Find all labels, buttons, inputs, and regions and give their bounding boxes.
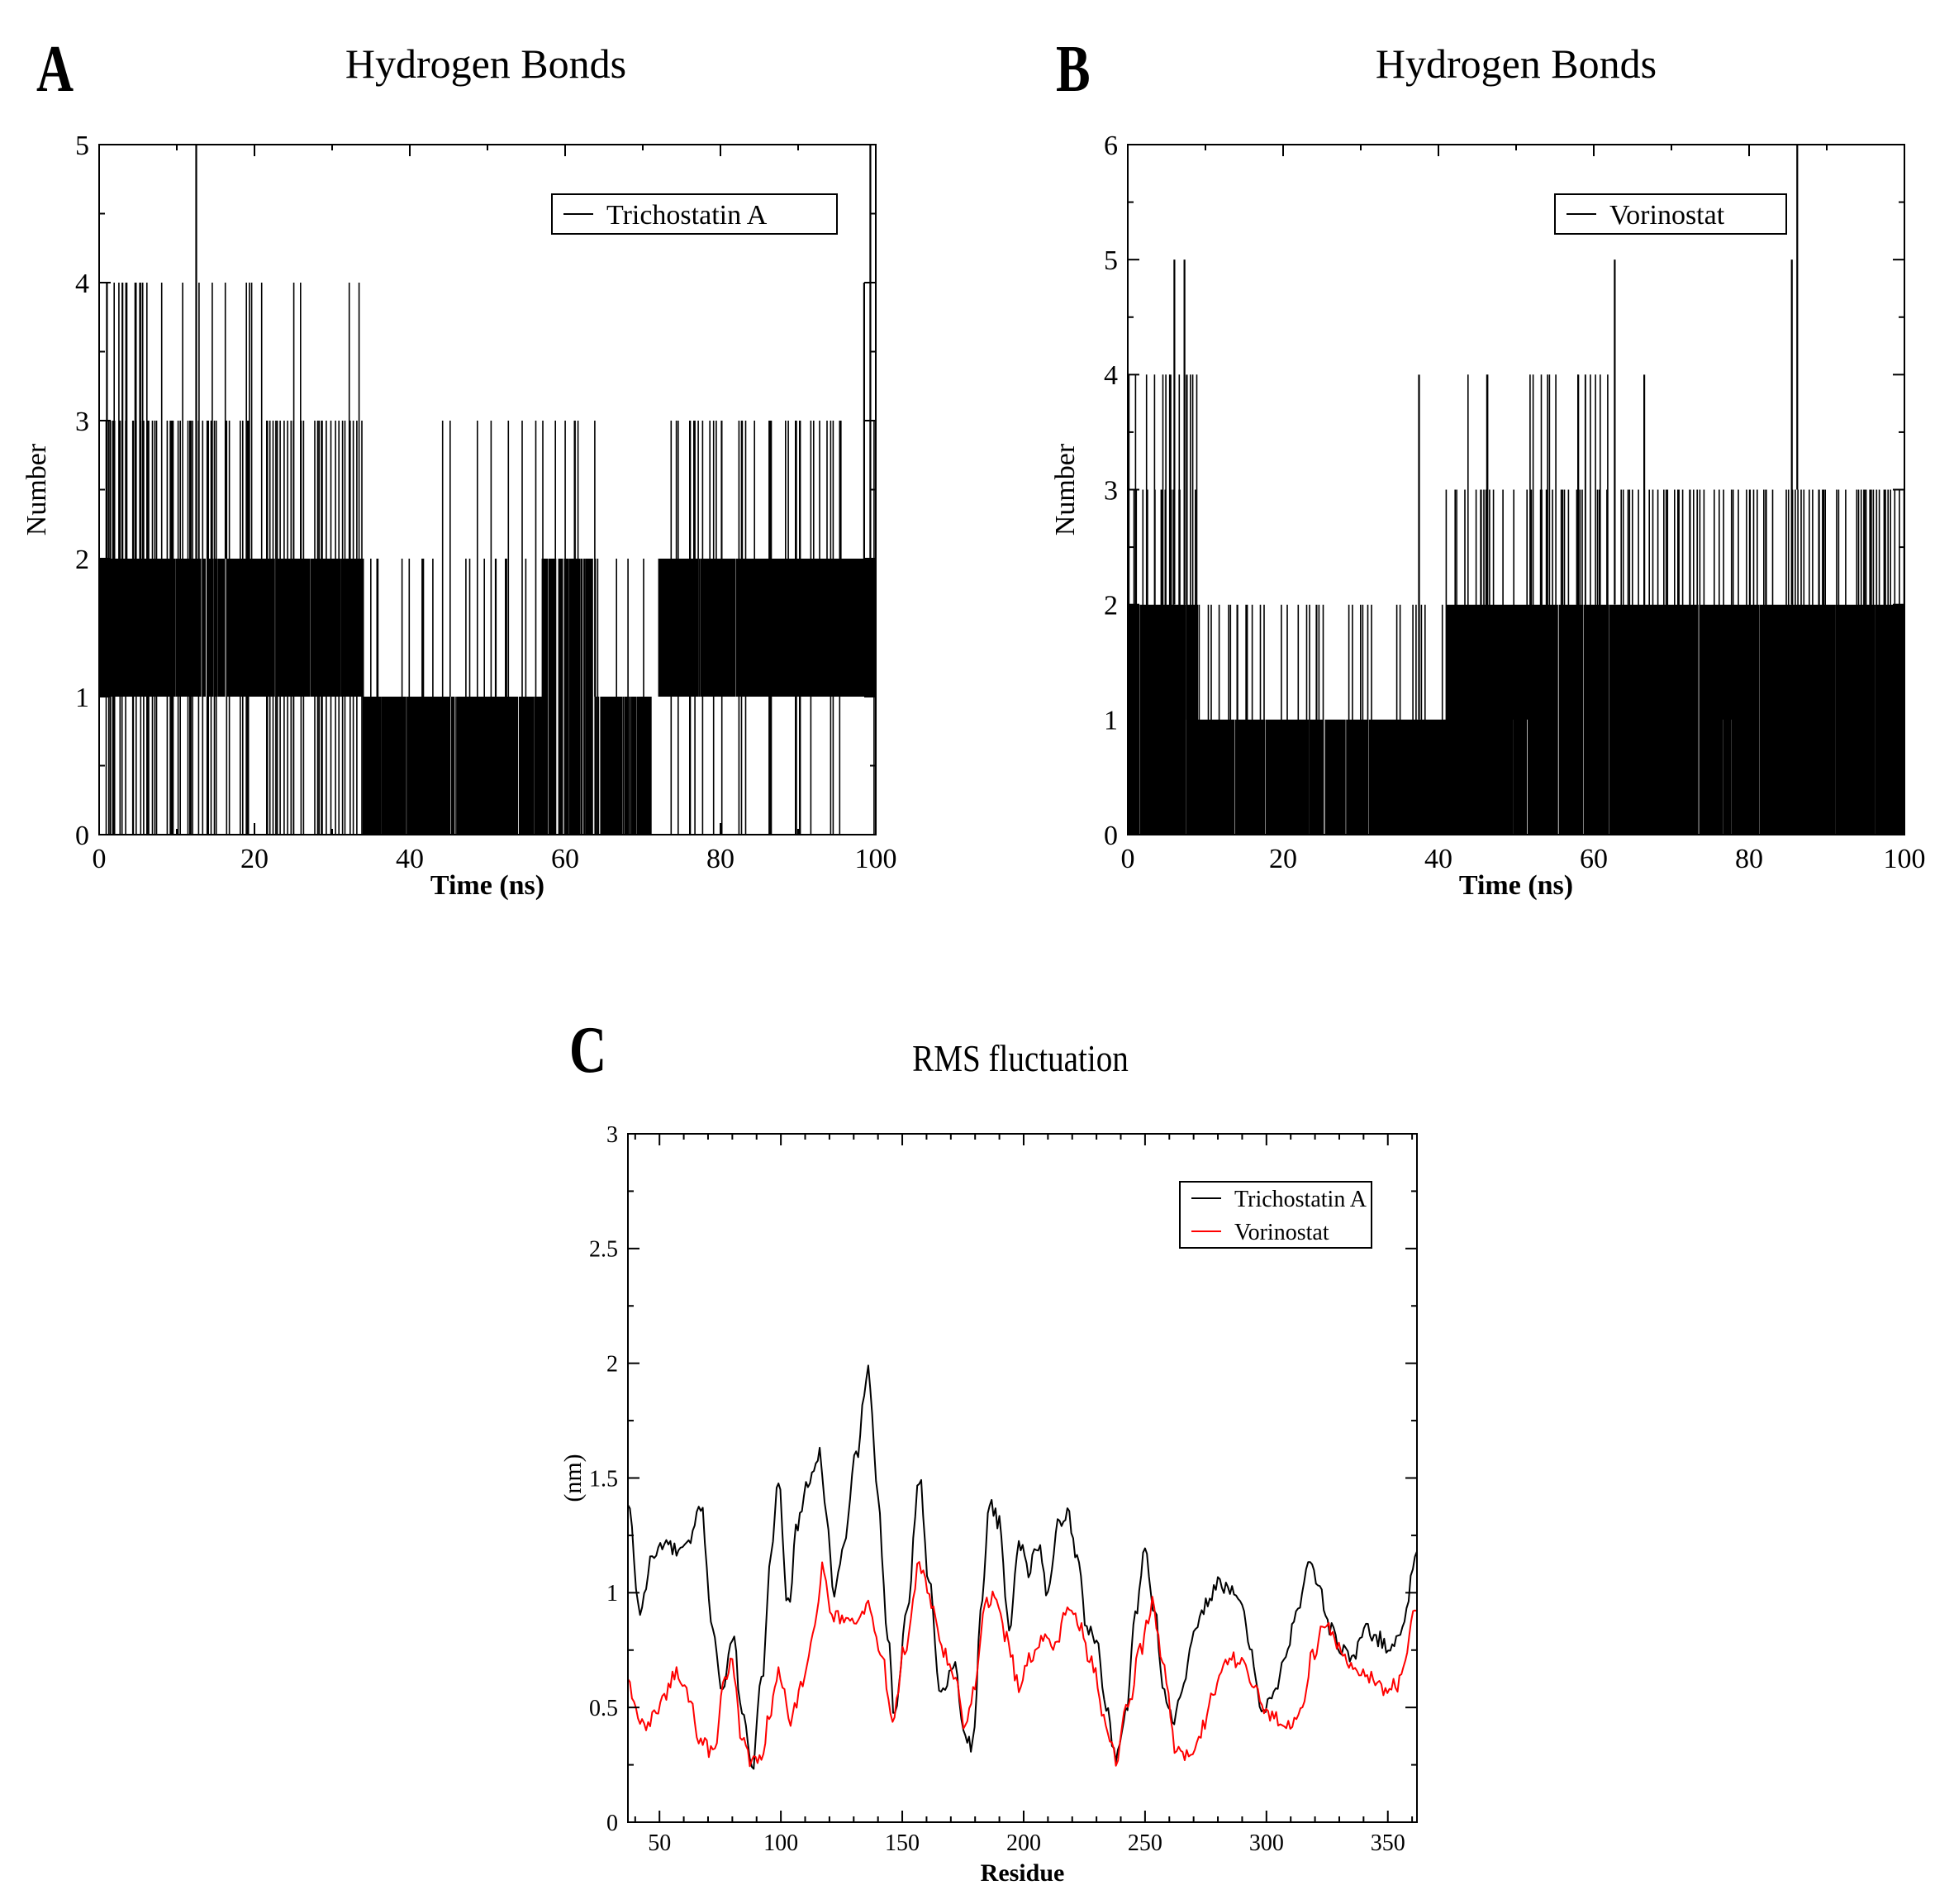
legend-label: Trichostatin A <box>1234 1187 1367 1212</box>
tick-marks <box>1127 144 1905 835</box>
legend: Trichostatin A <box>551 193 838 235</box>
y-tick-label: 3 <box>606 1122 618 1148</box>
legend-label: Vorinostat <box>1609 200 1725 231</box>
y-tick-label: 1.5 <box>589 1466 618 1492</box>
y-tick-label: 3 <box>75 407 89 437</box>
legend: Vorinostat <box>1554 193 1787 235</box>
chart-title-a: Hydrogen Bonds <box>345 40 627 87</box>
y-tick-label: 1 <box>1104 706 1118 736</box>
y-axis-label: Number <box>1050 443 1081 536</box>
hbond-chart-b: 0 20 40 60 80 100 0 1 2 3 4 5 6 Time (ns) Number Vorino… <box>1050 131 1926 901</box>
x-tick-label: 300 <box>1249 1830 1284 1856</box>
plot-area <box>99 145 876 835</box>
x-tick-label: 0 <box>1121 844 1135 874</box>
x-axis-label: Time (ns) <box>1459 870 1573 901</box>
y-tick-label: 2 <box>75 545 89 575</box>
series-trichostatin-a <box>628 1364 1417 1770</box>
tick-marks <box>628 1133 1417 1823</box>
y-axis-label: (nm) <box>559 1454 587 1502</box>
x-tick-label: 20 <box>240 844 269 874</box>
y-tick-label: 2 <box>1104 591 1118 621</box>
y-tick-label: 5 <box>1104 245 1118 276</box>
series-trichostatin-a <box>99 145 876 835</box>
panel-letter-a: A <box>36 33 74 106</box>
panel-letter-b: B <box>1056 33 1091 106</box>
plot-area <box>1128 145 1904 835</box>
y-tick-label: 1 <box>606 1581 618 1606</box>
x-tick-label: 100 <box>855 844 897 874</box>
legend-label: Trichostatin A <box>606 200 768 231</box>
rmsf-chart-c: 50 100 150 200 250 300 350 0 0.5 1 1.5 2 2.5 3 Residue… <box>559 1122 1418 1887</box>
y-tick-label: 2.5 <box>589 1237 618 1263</box>
y-tick-label: 1 <box>75 683 89 713</box>
y-axis-label: Number <box>21 443 52 536</box>
x-tick-label: 50 <box>648 1830 671 1856</box>
legend-label: Vorinostat <box>1234 1220 1329 1245</box>
x-tick-label: 200 <box>1006 1830 1041 1856</box>
x-tick-label: 80 <box>706 844 735 874</box>
series-vorinostat <box>628 1561 1417 1768</box>
x-tick-label: 20 <box>1269 844 1297 874</box>
chart-title-c: RMS fluctuation <box>912 1037 1129 1079</box>
legend-box <box>551 193 838 235</box>
series-bars <box>1128 374 1904 835</box>
y-tick-label: 0 <box>75 821 89 851</box>
y-tick-label: 3 <box>1104 475 1118 506</box>
y-tick-label: 4 <box>75 269 89 299</box>
hbond-chart-a: 0 20 40 60 80 100 0 1 2 3 4 5 Time (ns) Number Trichos… <box>21 131 897 901</box>
y-tick-label: 6 <box>1104 131 1118 161</box>
x-tick-label: 350 <box>1371 1830 1405 1856</box>
plot-area <box>628 1364 1417 1770</box>
legend-box <box>1179 1181 1372 1249</box>
x-tick-label: 0 <box>93 844 107 874</box>
x-tick-label: 40 <box>1424 844 1452 874</box>
x-axis-label: Residue <box>981 1859 1065 1887</box>
x-tick-label: 60 <box>1580 844 1608 874</box>
y-tick-label: 2 <box>606 1351 618 1377</box>
chart-title-b: Hydrogen Bonds <box>1375 40 1657 87</box>
x-tick-label: 100 <box>1884 844 1926 874</box>
x-tick-label: 60 <box>551 844 579 874</box>
series-vorinostat <box>1128 145 1904 835</box>
y-tick-label: 0.5 <box>589 1696 618 1721</box>
x-tick-label: 40 <box>396 844 424 874</box>
x-tick-label: 100 <box>763 1830 798 1856</box>
x-tick-label: 250 <box>1128 1830 1162 1856</box>
y-tick-label: 5 <box>75 131 89 161</box>
y-tick-label: 4 <box>1104 360 1118 391</box>
x-tick-label: 150 <box>885 1830 920 1856</box>
y-tick-label: 0 <box>1104 821 1118 851</box>
x-tick-label: 80 <box>1735 844 1763 874</box>
tick-marks <box>98 144 877 835</box>
y-tick-label: 0 <box>606 1811 618 1836</box>
x-axis-label: Time (ns) <box>430 870 544 901</box>
series-bars <box>99 283 876 835</box>
legend: Trichostatin A Vorinostat <box>1179 1181 1372 1249</box>
panel-letter-c: C <box>569 1014 607 1087</box>
